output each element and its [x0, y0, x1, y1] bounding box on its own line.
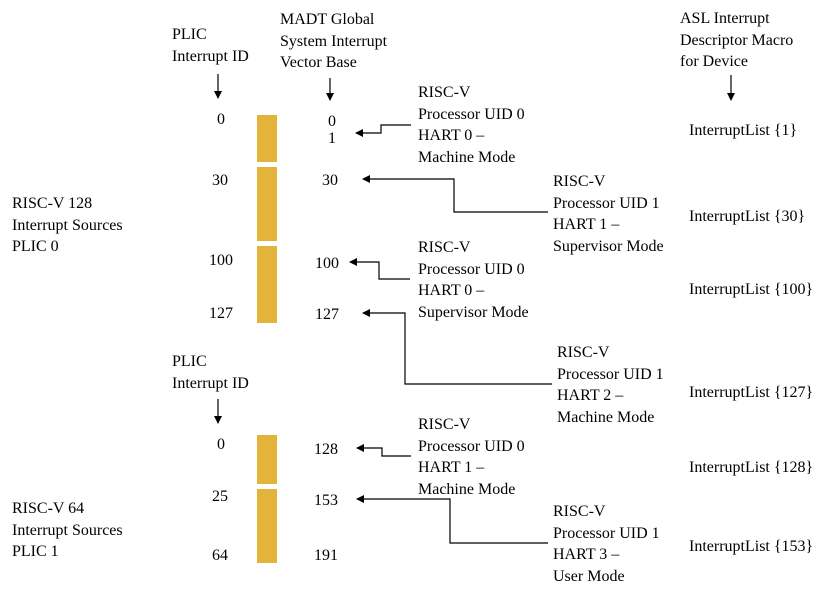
connector-arrow — [362, 309, 552, 385]
gsi-value-100: 100 — [315, 255, 339, 272]
interrupt-list-entry: InterruptList {127} — [689, 384, 814, 401]
plic0-id-100: 100 — [209, 252, 233, 269]
plic0-label: RISC-V 128 Interrupt Sources PLIC 0 — [12, 195, 123, 255]
plic-interrupt-id-header-2: PLIC Interrupt ID — [172, 353, 249, 392]
processor-block: RISC-V Processor UID 1 HART 3 – User Mode — [553, 503, 660, 585]
connector-arrow — [356, 495, 548, 544]
gsi-value-127: 127 — [315, 306, 339, 323]
interrupt-list-entry: InterruptList {30} — [689, 208, 806, 225]
plic0-id-30: 30 — [212, 172, 228, 189]
madt-gsi-vector-base-header: MADT Global System Interrupt Vector Base — [280, 11, 388, 71]
plic0-range-bar-3 — [257, 246, 277, 323]
interrupt-list-entry: InterruptList {1} — [689, 122, 798, 139]
connector-arrow — [356, 444, 411, 457]
interrupt-list-entry: InterruptList {128} — [689, 459, 814, 476]
gsi-value-0: 0 — [328, 113, 336, 130]
connector-arrow — [349, 258, 410, 280]
processor-block: RISC-V Processor UID 0 HART 0 – Supervisor … — [418, 239, 529, 321]
plic-interrupt-id-header: PLIC Interrupt ID — [172, 26, 249, 65]
gsi-value-1: 1 — [328, 130, 336, 147]
gsi-value-30: 30 — [322, 172, 338, 189]
plic1-id-25: 25 — [212, 488, 228, 505]
plic0-id-0: 0 — [217, 111, 225, 128]
asl-interrupt-descriptor-header: ASL Interrupt Descriptor Macro for Device — [680, 10, 794, 70]
interrupt-list-entry: InterruptList {153} — [689, 538, 814, 555]
plic1-range-bar-1 — [257, 435, 277, 484]
gsi-value-153: 153 — [314, 492, 338, 509]
plic1-id-0: 0 — [217, 436, 225, 453]
plic0-range-bar-2 — [257, 167, 277, 241]
connector-arrow — [362, 175, 548, 213]
processor-block: RISC-V Processor UID 0 HART 0 – Machine Mod… — [418, 84, 525, 166]
processor-block: RISC-V Processor UID 1 HART 2 – Machine Mod… — [557, 344, 664, 426]
processor-block: RISC-V Processor UID 0 HART 1 – Machine Mod… — [418, 416, 525, 498]
gsi-value-191: 191 — [314, 547, 338, 564]
plic0-range-bar-1 — [257, 115, 277, 162]
plic0-id-127: 127 — [209, 305, 233, 322]
processor-block: RISC-V Processor UID 1 HART 1 – Supervisor … — [553, 173, 664, 255]
plic1-range-bar-2 — [257, 489, 277, 563]
plic1-label: RISC-V 64 Interrupt Sources PLIC 1 — [12, 500, 123, 560]
connector-arrow — [355, 124, 411, 137]
gsi-value-128: 128 — [314, 441, 338, 458]
plic1-id-64: 64 — [212, 547, 228, 564]
interrupt-list-entry: InterruptList {100} — [689, 281, 814, 298]
